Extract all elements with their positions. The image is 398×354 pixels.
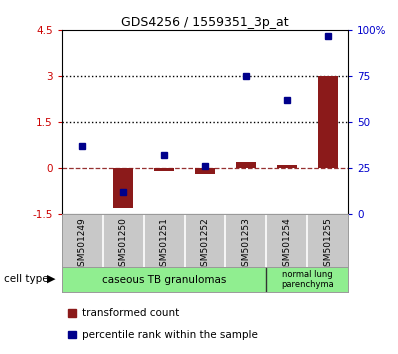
Bar (195, 168, 215, 174)
Text: GSM501255: GSM501255 (323, 217, 332, 272)
Text: GSM501252: GSM501252 (201, 217, 209, 272)
Bar (236, 162, 256, 168)
Text: GSM501250: GSM501250 (119, 217, 128, 272)
Title: GDS4256 / 1559351_3p_at: GDS4256 / 1559351_3p_at (121, 16, 289, 29)
Text: GSM501254: GSM501254 (282, 217, 291, 272)
Bar (68, 331, 76, 338)
Bar (277, 165, 297, 168)
Text: ▶: ▶ (47, 274, 55, 284)
Text: GSM501253: GSM501253 (242, 217, 250, 272)
Bar (318, 76, 338, 168)
Text: percentile rank within the sample: percentile rank within the sample (82, 330, 258, 339)
Text: GSM501251: GSM501251 (160, 217, 168, 272)
Text: cell type: cell type (4, 274, 49, 284)
Text: transformed count: transformed count (82, 308, 179, 318)
Bar (113, 168, 133, 208)
Text: caseous TB granulomas: caseous TB granulomas (102, 275, 226, 285)
Bar (154, 168, 174, 171)
Bar (68, 309, 76, 317)
Text: GSM501249: GSM501249 (78, 217, 87, 272)
Text: normal lung
parenchyma: normal lung parenchyma (281, 270, 334, 289)
